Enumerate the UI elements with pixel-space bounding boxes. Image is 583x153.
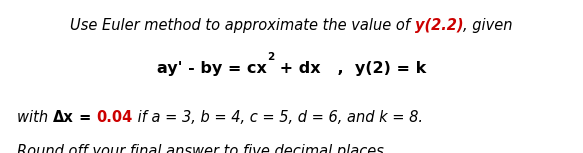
Text: ay' - by = cx: ay' - by = cx (157, 61, 266, 76)
Text: 2: 2 (266, 52, 274, 62)
Text: + dx   ,  y(2) = k: + dx , y(2) = k (274, 61, 426, 76)
Text: Use Euler method to approximate the value of: Use Euler method to approximate the valu… (70, 18, 415, 33)
Text: =: = (74, 110, 96, 125)
Text: y(2.2): y(2.2) (415, 18, 463, 33)
Text: with: with (17, 110, 53, 125)
Text: 0.04: 0.04 (96, 110, 132, 125)
Text: Round off your final answer to five decimal places.: Round off your final answer to five deci… (17, 144, 389, 153)
Text: if a = 3, b = 4, c = 5, d = 6, and k = 8.: if a = 3, b = 4, c = 5, d = 6, and k = 8… (132, 110, 423, 125)
Text: , given: , given (463, 18, 513, 33)
Text: Δx: Δx (53, 110, 74, 125)
